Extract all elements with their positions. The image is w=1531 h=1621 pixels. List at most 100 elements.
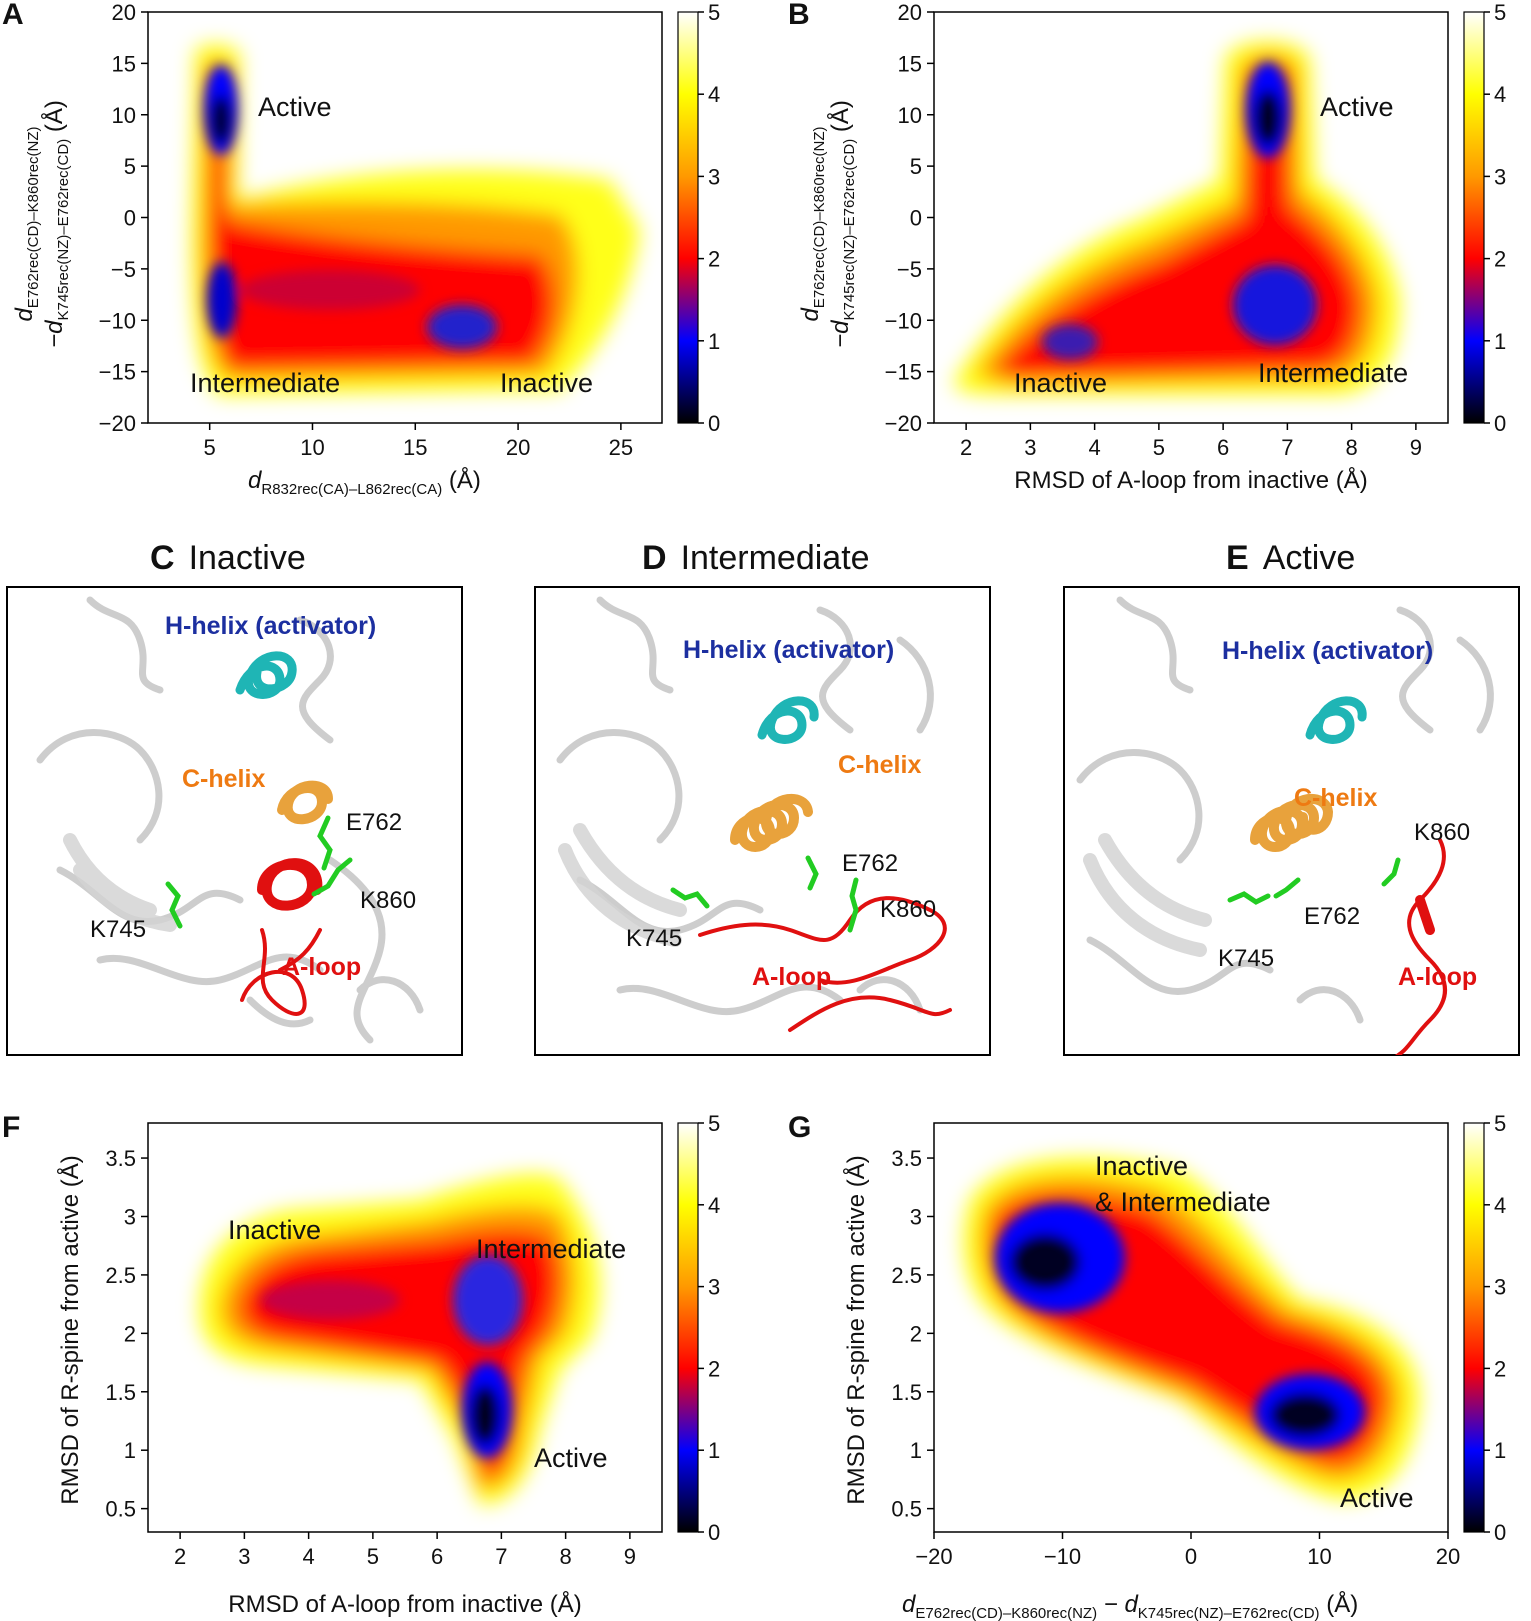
label-e762-c: E762 — [346, 809, 402, 836]
annotation-active-f: Active — [534, 1443, 608, 1473]
y-tick-label: 0 — [910, 206, 922, 231]
label-k860-e: K860 — [1414, 819, 1470, 846]
colorbar-tick-label: 1 — [708, 329, 720, 354]
annotation-inactive-a: Inactive — [500, 368, 593, 398]
y-tick-label: 0.5 — [891, 1497, 922, 1522]
colorbar-tick-label: 5 — [708, 0, 720, 25]
label-aloop-d: A-loop — [752, 963, 831, 991]
x-axis-label-f: RMSD of A-loop from inactive (Å) — [228, 1590, 581, 1618]
annotation-inactive-g: Inactive — [1095, 1151, 1188, 1181]
heatmap-g — [934, 1123, 1448, 1532]
annotation-inactive-f: Inactive — [228, 1215, 321, 1245]
x-tick-label: 6 — [1217, 435, 1229, 460]
x-tick-label: 2 — [960, 435, 972, 460]
label-k860-c: K860 — [360, 887, 416, 914]
colorbar-tick-label: 0 — [708, 411, 720, 436]
y-tick-label: 15 — [898, 51, 922, 76]
annotation-intermediate-a: Intermediate — [190, 368, 340, 398]
y-tick-label: 2.5 — [891, 1263, 922, 1288]
colorbar-f: 0 1 2 3 4 5 — [677, 1111, 720, 1545]
y-tick-label: 2 — [124, 1321, 136, 1346]
colorbar-tick-label: 5 — [1494, 0, 1506, 25]
x-tick-label: 3 — [1024, 435, 1036, 460]
annotation-active-b: Active — [1320, 92, 1394, 122]
colorbar-tick-label: 2 — [708, 247, 720, 272]
x-tick-label: 15 — [403, 435, 427, 460]
heatmap-a — [148, 12, 662, 423]
colorbar-tick-label: 3 — [708, 1275, 720, 1300]
structure-e — [1076, 596, 1494, 1055]
colorbar-tick-label: 2 — [1494, 1356, 1506, 1381]
colorbar-tick-label: 4 — [708, 1193, 720, 1218]
x-tick-label: 20 — [506, 435, 530, 460]
colorbar-gradient — [677, 1122, 699, 1533]
colorbar-tick-label: 2 — [708, 1356, 720, 1381]
y-tick-label: 3.5 — [891, 1146, 922, 1171]
structure-c — [36, 596, 424, 1044]
annotation-intermediate-g: & Intermediate — [1095, 1187, 1271, 1217]
label-hhelix-c: H-helix (activator) — [165, 612, 376, 640]
y-tick-label: −5 — [897, 257, 922, 282]
colorbar-tick-label: 1 — [708, 1438, 720, 1463]
label-chelix-c: C-helix — [182, 765, 265, 793]
x-tick-label: 9 — [624, 1544, 636, 1569]
y-tick-label: 2.5 — [105, 1263, 136, 1288]
plot-frame-f — [147, 1122, 663, 1533]
panel-d: D Intermediate — [534, 539, 991, 1056]
x-axis-label-a: dR832rec(CA)–L862rec(CA) (Å) — [248, 466, 481, 498]
colorbar-tick-label: 3 — [1494, 1275, 1506, 1300]
panel-e: E Active — [1063, 539, 1520, 1056]
colorbar-gradient — [677, 11, 699, 424]
axes-f: 2 3 4 5 6 7 8 9 0.5 1 1.5 2 2.5 3 3.5 — [105, 1146, 636, 1569]
x-tick-label: 10 — [300, 435, 324, 460]
colorbar-tick-label: 3 — [1494, 164, 1506, 189]
colorbar-tick-label: 0 — [708, 1520, 720, 1545]
annotation-inactive-b: Inactive — [1014, 368, 1107, 398]
x-tick-label: 4 — [303, 1544, 315, 1569]
colorbar-tick-label: 3 — [708, 164, 720, 189]
y-tick-label: 15 — [112, 51, 136, 76]
y-tick-label: −20 — [99, 411, 136, 436]
x-tick-label: 4 — [1089, 435, 1101, 460]
y-tick-label: 1.5 — [891, 1380, 922, 1405]
x-tick-label: 3 — [238, 1544, 250, 1569]
label-e762-e: E762 — [1304, 903, 1360, 930]
colorbar-tick-label: 0 — [1494, 1520, 1506, 1545]
colorbar-gradient — [1463, 1122, 1485, 1533]
y-tick-label: 0.5 — [105, 1497, 136, 1522]
label-k745-c: K745 — [90, 916, 146, 943]
colorbar-tick-label: 4 — [708, 82, 720, 107]
annotation-intermediate-f: Intermediate — [476, 1234, 626, 1264]
x-tick-label: −20 — [915, 1544, 952, 1569]
panel-letter-g: G — [788, 1111, 811, 1144]
colorbar-tick-label: 0 — [1494, 411, 1506, 436]
colorbar-tick-label: 2 — [1494, 247, 1506, 272]
label-k745-e: K745 — [1218, 945, 1274, 972]
colorbar-tick-label: 1 — [1494, 1438, 1506, 1463]
label-e762-d: E762 — [842, 850, 898, 877]
label-hhelix-d: H-helix (activator) — [683, 636, 894, 664]
axes-g: −20 −10 0 10 20 0.5 1 1.5 2 2.5 3 3.5 — [891, 1146, 1460, 1569]
panel-title-c: C Inactive — [150, 539, 306, 577]
colorbar-tick-label: 5 — [708, 1111, 720, 1136]
y-tick-label: −15 — [99, 360, 136, 385]
colorbar-tick-label: 4 — [1494, 82, 1506, 107]
structure-d — [556, 596, 952, 1032]
x-tick-label: −10 — [1044, 1544, 1081, 1569]
panel-letter-f: F — [2, 1111, 20, 1144]
y-tick-label: 20 — [112, 0, 136, 25]
y-tick-label: 5 — [124, 154, 136, 179]
colorbar-gradient — [1463, 11, 1485, 424]
label-aloop-e: A-loop — [1398, 963, 1477, 991]
label-hhelix-e: H-helix (activator) — [1222, 637, 1433, 665]
y-axis-label-g: RMSD of R-spine from active (Å) — [842, 1155, 870, 1504]
x-tick-label: 8 — [1346, 435, 1358, 460]
x-axis-label-g: dE762rec(CD)–K860rec(NZ) − dK745rec(NZ)–… — [902, 1590, 1358, 1621]
annotation-intermediate-b: Intermediate — [1258, 358, 1408, 388]
y-tick-label: 0 — [124, 206, 136, 231]
y-tick-label: 5 — [910, 154, 922, 179]
x-tick-label: 6 — [431, 1544, 443, 1569]
y-tick-label: 3 — [910, 1204, 922, 1229]
panel-title-d: D Intermediate — [642, 539, 870, 577]
